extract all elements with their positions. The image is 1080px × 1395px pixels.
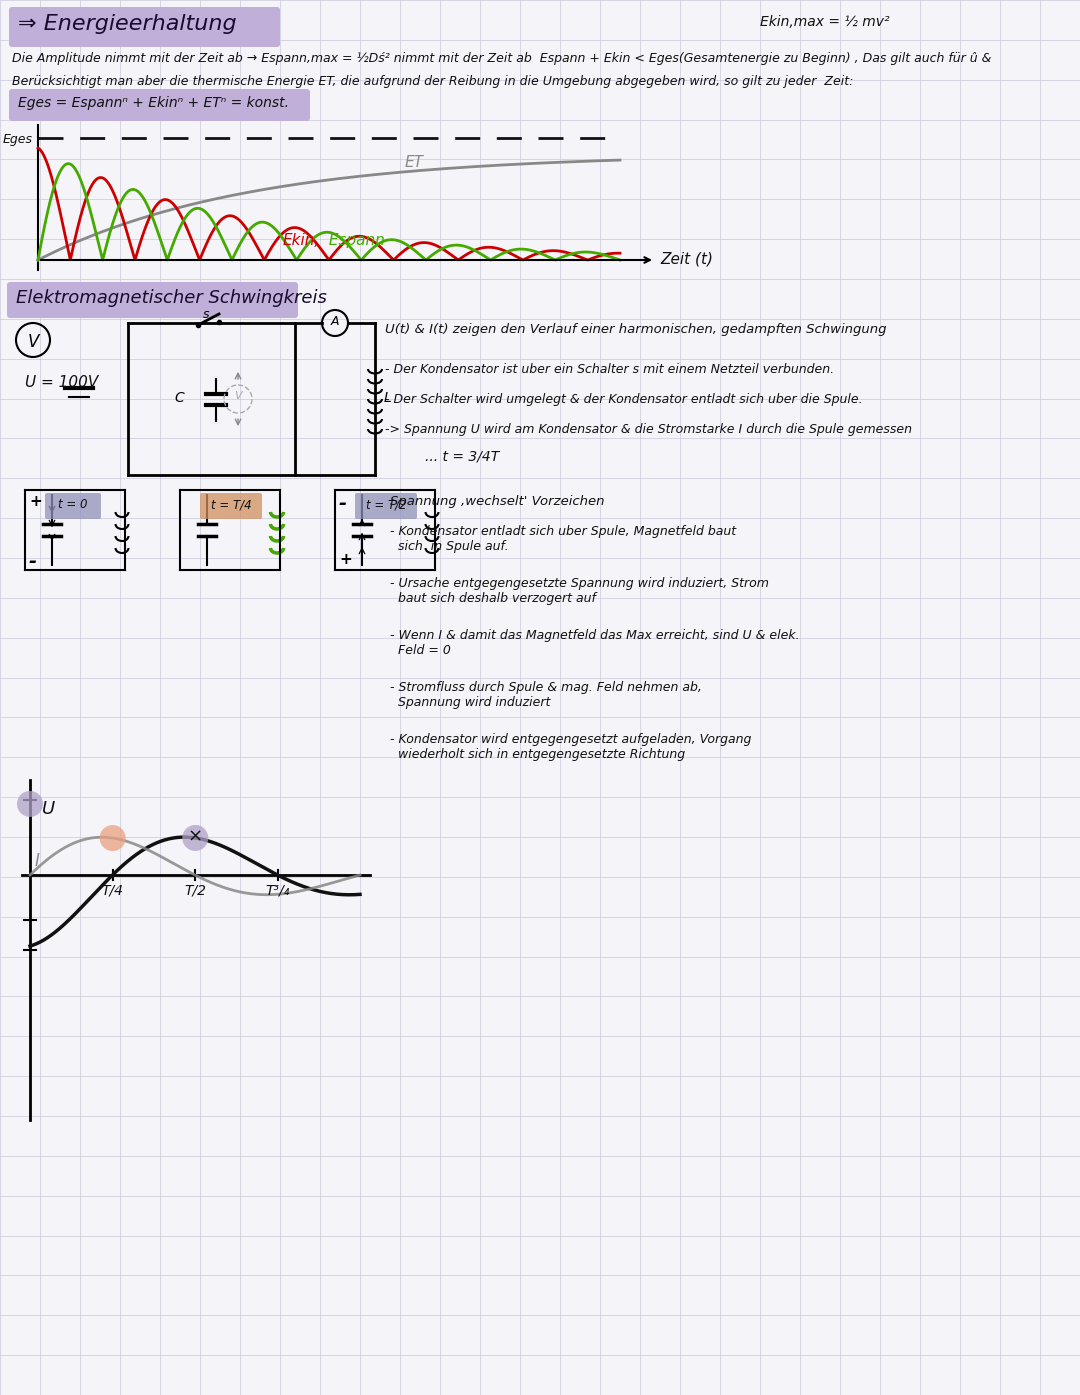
Text: -: -: [29, 552, 37, 571]
Text: t = T/2: t = T/2: [366, 498, 406, 511]
Text: Die Amplitude nimmt mit der Zeit ab → Espann,max = ½Dś² nimmt mit der Zeit ab  E: Die Amplitude nimmt mit der Zeit ab → Es…: [12, 52, 991, 66]
Circle shape: [17, 791, 43, 817]
FancyBboxPatch shape: [9, 89, 310, 121]
Text: - Kondensator entladt sich uber Spule, Magnetfeld baut
  sich  in Spule auf.: - Kondensator entladt sich uber Spule, M…: [390, 525, 737, 552]
Text: Espann: Espann: [324, 233, 386, 248]
Text: Elektromagnetischer Schwingkreis: Elektromagnetischer Schwingkreis: [16, 289, 327, 307]
Text: T/4: T/4: [102, 883, 123, 897]
Text: Eges = Espannⁿ + Ekinⁿ + ETⁿ = konst.: Eges = Espannⁿ + Ekinⁿ + ETⁿ = konst.: [18, 96, 289, 110]
Text: ET: ET: [405, 155, 423, 170]
Text: V: V: [234, 391, 242, 400]
FancyBboxPatch shape: [9, 7, 280, 47]
Text: I: I: [35, 852, 40, 870]
Text: T/2: T/2: [184, 883, 206, 897]
Text: - Der Schalter wird umgelegt & der Kondensator entladt sich uber die Spule.: - Der Schalter wird umgelegt & der Konde…: [384, 393, 863, 406]
Text: t = 0: t = 0: [58, 498, 87, 511]
Text: C: C: [174, 391, 184, 405]
Text: Eges: Eges: [3, 133, 33, 146]
Text: s: s: [203, 308, 210, 321]
Text: - Der Kondensator ist uber ein Schalter s mit einem Netzteil verbunden.: - Der Kondensator ist uber ein Schalter …: [384, 363, 834, 377]
Circle shape: [99, 824, 125, 851]
Text: - Kondensator wird entgegengesetzt aufgeladen, Vorgang
  wiederholt sich in entg: - Kondensator wird entgegengesetzt aufge…: [390, 732, 752, 762]
Text: +: +: [339, 552, 352, 566]
Text: Zeit (t): Zeit (t): [660, 252, 713, 266]
Text: - Ursache entgegengesetzte Spannung wird induziert, Strom
  baut sich deshalb ve: - Ursache entgegengesetzte Spannung wird…: [390, 578, 769, 605]
Text: ... t = 3/4T: ... t = 3/4T: [426, 451, 499, 465]
Text: - Wenn I & damit das Magnetfeld das Max erreicht, sind U & elek.
  Feld = 0: - Wenn I & damit das Magnetfeld das Max …: [390, 629, 799, 657]
Text: V: V: [27, 333, 39, 352]
Text: Ekin,max = ½ mv²: Ekin,max = ½ mv²: [760, 15, 890, 29]
Text: Spannung ,wechselt' Vorzeichen: Spannung ,wechselt' Vorzeichen: [390, 495, 605, 508]
Text: U: U: [42, 799, 55, 817]
Text: ×: ×: [188, 829, 203, 845]
Text: -: -: [339, 494, 347, 513]
Text: T³/₄: T³/₄: [266, 883, 289, 897]
FancyBboxPatch shape: [200, 492, 262, 519]
Text: Berücksichtigt man aber die thermische Energie ET, die aufgrund der Reibung in d: Berücksichtigt man aber die thermische E…: [12, 75, 853, 88]
Text: t = T/4: t = T/4: [211, 498, 252, 511]
Text: ⇒ Energieerhaltung: ⇒ Energieerhaltung: [18, 14, 237, 33]
Text: U(t) & I(t) zeigen den Verlauf einer harmonischen, gedampften Schwingung: U(t) & I(t) zeigen den Verlauf einer har…: [384, 324, 887, 336]
Text: U = 100V: U = 100V: [25, 375, 98, 391]
Text: +: +: [29, 494, 42, 509]
FancyBboxPatch shape: [45, 492, 102, 519]
FancyBboxPatch shape: [355, 492, 417, 519]
Text: - Stromfluss durch Spule & mag. Feld nehmen ab,
  Spannung wird induziert: - Stromfluss durch Spule & mag. Feld neh…: [390, 681, 702, 709]
Text: Ekin,: Ekin,: [283, 233, 320, 248]
FancyBboxPatch shape: [6, 282, 298, 318]
Text: -> Spannung U wird am Kondensator & die Stromstarke I durch die Spule gemessen: -> Spannung U wird am Kondensator & die …: [384, 423, 912, 437]
Text: A: A: [330, 315, 339, 328]
Text: L: L: [384, 391, 392, 405]
Circle shape: [183, 824, 208, 851]
